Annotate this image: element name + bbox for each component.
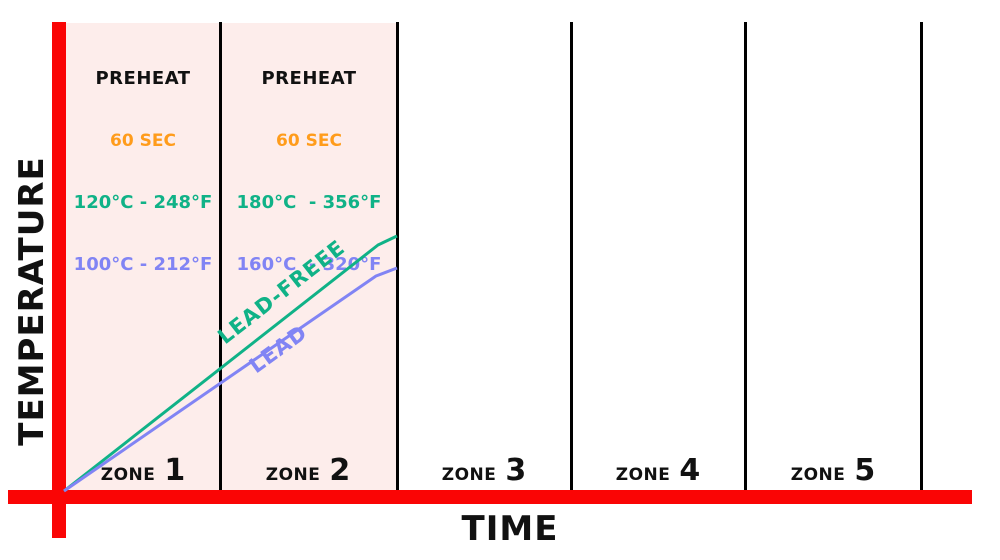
zone2-leadfree-temp: 180°C - 356°F bbox=[236, 191, 382, 213]
zone1-lead-temp: 100°C - 212°F bbox=[73, 254, 213, 276]
zone1-number: 1 bbox=[164, 453, 186, 488]
zone1-word: ZONE bbox=[100, 465, 156, 485]
zone2-label: ZONE 2 bbox=[228, 453, 388, 488]
zone2-number: 2 bbox=[329, 453, 351, 488]
zone4-number: 4 bbox=[679, 453, 701, 488]
zone1-preheat-title: PREHEAT bbox=[95, 68, 191, 89]
zone4-word: ZONE bbox=[615, 465, 671, 485]
zone3-number: 3 bbox=[505, 453, 527, 488]
zone1-annotation: PREHEAT 60 SEC 120°C - 248°F 100°C - 212… bbox=[66, 28, 220, 317]
zone5-number: 5 bbox=[854, 453, 876, 488]
zone2-word: ZONE bbox=[265, 465, 321, 485]
time-axis-line bbox=[8, 490, 972, 504]
zone5-label: ZONE 5 bbox=[753, 453, 913, 488]
zone1-label: ZONE 1 bbox=[63, 453, 223, 488]
zone1-leadfree-temp: 120°C - 248°F bbox=[73, 191, 213, 213]
zone2-lead-temp: 160°C - 320°F bbox=[236, 254, 382, 276]
zone-boundary-3 bbox=[570, 22, 573, 490]
zone2-preheat-title: PREHEAT bbox=[261, 68, 357, 89]
zone1-duration: 60 SEC bbox=[110, 130, 176, 151]
zone3-word: ZONE bbox=[441, 465, 497, 485]
zone2-annotation: PREHEAT 60 SEC 180°C - 356°F 160°C - 320… bbox=[220, 28, 398, 317]
zone5-word: ZONE bbox=[790, 465, 846, 485]
zone4-label: ZONE 4 bbox=[578, 453, 738, 488]
zone3-label: ZONE 3 bbox=[404, 453, 564, 488]
temperature-axis-line bbox=[52, 22, 66, 538]
zone-boundary-5 bbox=[920, 22, 923, 490]
zone-boundary-4 bbox=[744, 22, 747, 490]
zone2-duration: 60 SEC bbox=[276, 130, 342, 151]
y-axis-label: TEMPERATURE bbox=[12, 156, 52, 446]
x-axis-label: TIME bbox=[461, 509, 559, 549]
